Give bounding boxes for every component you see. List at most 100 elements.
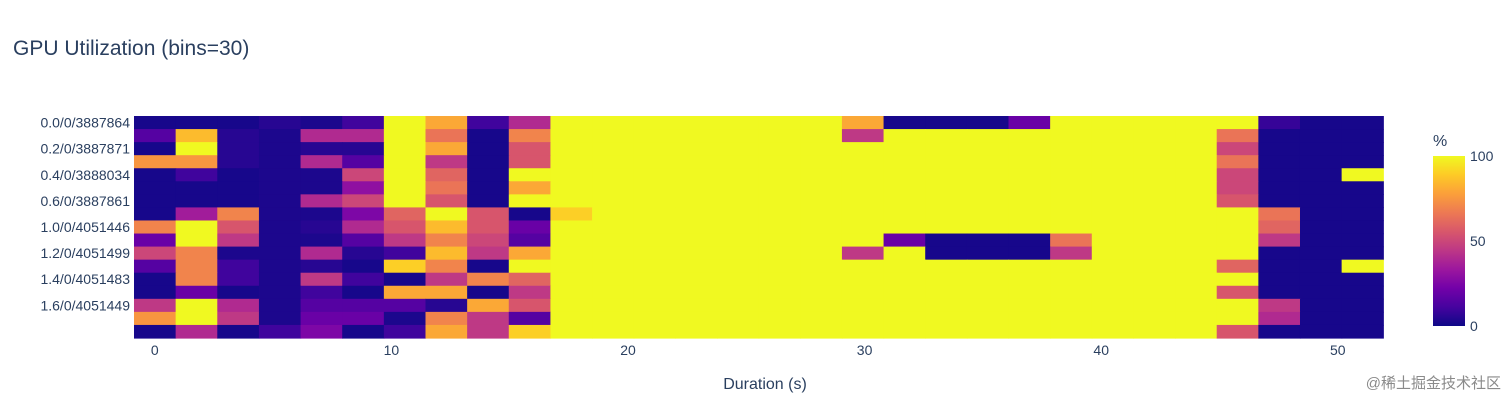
heatmap-cell <box>1050 142 1093 156</box>
heatmap-cell <box>508 233 552 248</box>
heatmap-cell <box>217 298 260 313</box>
heatmap-cell <box>592 155 635 169</box>
x-tick-label: 40 <box>1093 342 1109 358</box>
heatmap-cell <box>425 272 468 287</box>
heatmap-cell <box>1008 272 1051 287</box>
heatmap-cell <box>1133 324 1176 339</box>
heatmap-cell <box>1133 311 1176 326</box>
heatmap-cell <box>300 233 343 248</box>
heatmap-cell <box>175 207 218 222</box>
heatmap-cell <box>800 129 843 143</box>
heatmap-cell <box>966 142 1010 156</box>
heatmap-cell <box>1091 285 1135 300</box>
heatmap-cell <box>217 168 260 182</box>
heatmap-cell <box>592 285 635 300</box>
heatmap-cell <box>966 233 1010 248</box>
y-tick-label: 1.6/0/4051449 <box>40 297 130 313</box>
x-tick-label: 50 <box>1330 342 1346 358</box>
heatmap-cell <box>717 168 760 182</box>
heatmap-cell <box>1091 246 1135 261</box>
heatmap-cell <box>550 246 593 261</box>
heatmap-cell <box>1050 311 1093 326</box>
heatmap-cell <box>508 259 552 274</box>
heatmap-cell <box>1299 168 1343 182</box>
heatmap-cell <box>175 168 218 182</box>
heatmap-cell <box>758 207 801 222</box>
heatmap-cell <box>300 116 343 130</box>
heatmap-cell <box>633 285 676 300</box>
heatmap-cell <box>175 324 218 339</box>
heatmap-cell <box>1341 233 1384 248</box>
heatmap-cell <box>841 246 885 261</box>
heatmap-cell <box>633 324 676 339</box>
heatmap-cell <box>508 272 552 287</box>
heatmap-cell <box>925 272 968 287</box>
heatmap-cell <box>592 116 635 130</box>
heatmap-cell <box>841 272 885 287</box>
heatmap-cell <box>966 116 1010 130</box>
heatmap-cell <box>300 324 343 339</box>
heatmap-cell <box>1008 116 1051 130</box>
heatmap-cell <box>508 194 552 209</box>
heatmap-cell <box>258 259 302 274</box>
heatmap-cell <box>1050 324 1093 339</box>
heatmap-cell <box>383 324 427 339</box>
heatmap-cell <box>134 285 177 300</box>
heatmap-cell <box>841 207 885 222</box>
heatmap-cell <box>592 168 635 182</box>
heatmap-cell <box>800 311 843 326</box>
heatmap-cell <box>425 129 468 143</box>
heatmap-cell <box>134 259 177 274</box>
heatmap-cell <box>508 116 552 130</box>
heatmap-cell <box>1216 181 1259 195</box>
heatmap-cell <box>925 155 968 169</box>
heatmap-cell <box>467 324 510 339</box>
heatmap-cell <box>800 233 843 248</box>
heatmap-cell <box>550 233 593 248</box>
heatmap-cell <box>1175 168 1218 182</box>
heatmap-cell <box>1341 298 1384 313</box>
heatmap-cell <box>883 194 926 209</box>
y-tick-label: 0.6/0/3887861 <box>40 193 130 209</box>
colorbar: % 0 50 100 <box>1433 133 1494 334</box>
heatmap-cell <box>1050 259 1093 274</box>
heatmap-cell <box>1008 259 1051 274</box>
heatmap-cell <box>1175 181 1218 195</box>
heatmap-cell <box>1175 116 1218 130</box>
heatmap-cell <box>1299 246 1343 261</box>
heatmap-cell <box>134 207 177 222</box>
heatmap-cell <box>1175 129 1218 143</box>
heatmap-cell <box>1091 233 1135 248</box>
heatmap-cell <box>592 259 635 274</box>
heatmap-cell <box>467 194 510 209</box>
heatmap-cell <box>925 168 968 182</box>
heatmap-cell <box>1258 259 1301 274</box>
heatmap-cell <box>1175 246 1218 261</box>
heatmap-cell <box>1091 259 1135 274</box>
heatmap-cell <box>134 233 177 248</box>
heatmap-cell <box>1133 298 1176 313</box>
heatmap-cell <box>592 129 635 143</box>
heatmap-cell <box>217 116 260 130</box>
heatmap-cell <box>425 285 468 300</box>
heatmap-cell <box>300 155 343 169</box>
heatmap-cell <box>175 220 218 235</box>
heatmap-cell <box>1299 194 1343 209</box>
heatmap-cell <box>342 116 385 130</box>
heatmap-cell <box>675 129 718 143</box>
heatmap-cell <box>383 272 427 287</box>
heatmap-cell <box>217 285 260 300</box>
heatmap-cell <box>758 298 801 313</box>
heatmap-cell <box>550 207 593 222</box>
heatmap-cell <box>383 233 427 248</box>
heatmap-cell <box>592 324 635 339</box>
heatmap-cell <box>175 194 218 209</box>
heatmap-cell <box>758 116 801 130</box>
heatmap-cell <box>883 129 926 143</box>
heatmap-cell <box>258 181 302 195</box>
heatmap-cell <box>966 285 1010 300</box>
heatmap-cell <box>425 142 468 156</box>
heatmap-cell <box>1299 311 1343 326</box>
heatmap-cell <box>1133 246 1176 261</box>
heatmap-cell <box>1216 311 1259 326</box>
